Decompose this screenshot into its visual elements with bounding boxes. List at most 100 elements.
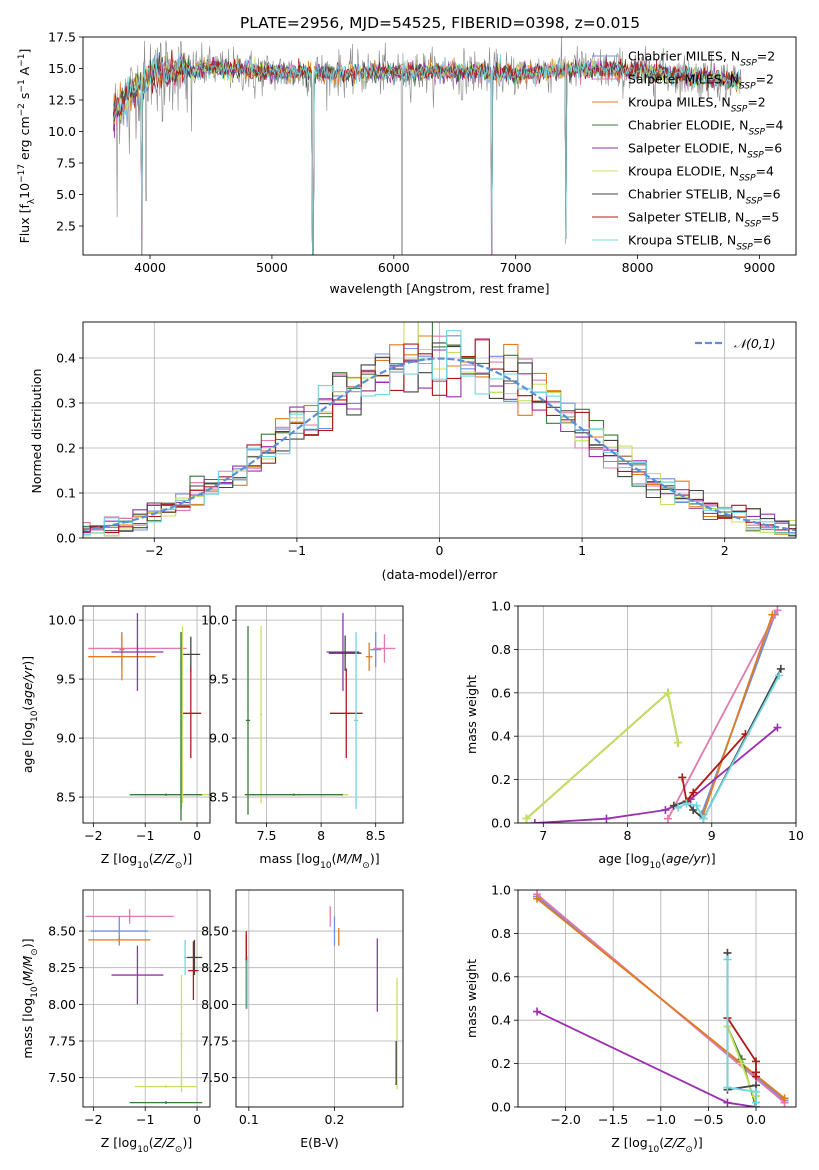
label-part: )] bbox=[370, 851, 380, 866]
spectrum-model-line bbox=[113, 49, 741, 255]
x-tick-label: 7 bbox=[539, 828, 547, 843]
weight-point-marker bbox=[522, 814, 531, 823]
x-tick-label: 8 bbox=[624, 828, 632, 843]
x-tick-label: −0.5 bbox=[693, 1112, 723, 1127]
weight-point-marker bbox=[678, 773, 687, 782]
label-part: s bbox=[17, 93, 32, 104]
x-tick-label: 4000 bbox=[134, 260, 166, 275]
y-tick-label: 0.2 bbox=[491, 772, 511, 787]
y-tick-label: 8.00 bbox=[48, 997, 76, 1012]
weight-point-marker bbox=[773, 723, 782, 732]
x-tick-label: 0.0 bbox=[746, 1112, 766, 1127]
legend-ssp-subscript: SSP bbox=[736, 243, 753, 253]
x-axis-label: (data-model)/error bbox=[382, 567, 499, 582]
weight-point-marker bbox=[689, 788, 698, 797]
y-tick-label: 0.8 bbox=[491, 926, 511, 941]
label-part: mass [log bbox=[20, 998, 35, 1059]
label-part: ] bbox=[17, 49, 32, 54]
x-tick-label: 1 bbox=[578, 543, 586, 558]
normal-reference-curve bbox=[83, 357, 796, 532]
legend-ssp-subscript: SSP bbox=[748, 128, 765, 138]
y-axis-label: age [log10(age/yr)] bbox=[20, 656, 40, 773]
legend-label: Chabrier STELIB, NSSP=6 bbox=[628, 187, 781, 207]
y-tick-label: 7.50 bbox=[201, 1070, 229, 1085]
y-tick-label: 0.8 bbox=[491, 642, 511, 657]
y-tick-label: 0.0 bbox=[491, 816, 511, 831]
x-tick-label: 8000 bbox=[622, 260, 654, 275]
legend-label: Chabrier ELODIE, NSSP=4 bbox=[628, 118, 783, 138]
weight-point-marker bbox=[602, 814, 611, 823]
label-part: 10 bbox=[137, 861, 149, 871]
label-part: )] bbox=[693, 1135, 703, 1150]
x-tick-label: −2 bbox=[145, 543, 163, 558]
x-tick-label: 9 bbox=[708, 828, 716, 843]
label-part: )] bbox=[182, 851, 192, 866]
y-tick-label: 10.0 bbox=[48, 124, 76, 139]
legend-ssp-subscript: SSP bbox=[739, 174, 756, 184]
panel-5: −2 −1 07.507.758.008.258.50Z [log10(Z/Z⊙)]… bbox=[20, 889, 211, 1155]
y-tick-label: 8.25 bbox=[201, 960, 229, 975]
x-tick-label: 2 bbox=[721, 543, 729, 558]
weight-point-marker bbox=[533, 894, 542, 903]
x-tick-label: 5000 bbox=[256, 260, 288, 275]
panel-0: 4000 5000 6000 7000 8000 9000 2.5 5.0 7.5 10.0 12.… bbox=[17, 14, 797, 296]
label-part: ( bbox=[149, 1135, 154, 1150]
label-part: M/M bbox=[337, 851, 363, 866]
label-part: M/M bbox=[20, 955, 35, 981]
panel-7: −2.0 −1.5 −1.0 −0.5 0.0 0.0 0.2 0.4 0.6 0.8 1.0 Z [… bbox=[464, 883, 797, 1155]
y-tick-label: 7.5 bbox=[56, 156, 76, 171]
x-tick-label: 0.1 bbox=[239, 1112, 259, 1127]
legend-ssp-count: =2 bbox=[747, 95, 765, 110]
weight-series-line bbox=[525, 691, 679, 820]
x-axis-label: E(B-V) bbox=[300, 1135, 339, 1150]
weight-point-marker bbox=[669, 801, 678, 810]
axes-frame bbox=[517, 605, 797, 824]
weight-point-marker bbox=[661, 805, 670, 814]
plot-area bbox=[518, 606, 796, 823]
histogram-step-line bbox=[83, 330, 796, 535]
y-tick-label: 9.5 bbox=[56, 672, 76, 687]
y-tick-label: 8.50 bbox=[48, 924, 76, 939]
label-part: ⊙ bbox=[175, 861, 183, 871]
y-tick-label: 0.3 bbox=[56, 396, 76, 411]
label-part: )] bbox=[182, 1135, 192, 1150]
legend-series-name: Salpeter ELODIE, N bbox=[628, 141, 747, 156]
y-tick-label: 7.50 bbox=[48, 1070, 76, 1085]
histogram-step-line bbox=[83, 335, 796, 536]
y-tick-label: 0.2 bbox=[56, 441, 76, 456]
x-tick-label: 6000 bbox=[378, 260, 410, 275]
weight-point-marker bbox=[530, 819, 539, 823]
y-tick-label: 8.00 bbox=[201, 997, 229, 1012]
label-part: λ bbox=[27, 198, 37, 204]
weight-point-marker bbox=[533, 1007, 542, 1016]
legend-label: Kroupa ELODIE, NSSP=4 bbox=[628, 164, 774, 184]
y-tick-label: 8.5 bbox=[209, 790, 229, 805]
label-part: −2 bbox=[17, 103, 27, 116]
label-part: age [log bbox=[598, 851, 649, 866]
legend-ssp-subscript: SSP bbox=[740, 59, 757, 69]
plot-area bbox=[518, 890, 796, 1107]
label-part: ( bbox=[20, 706, 35, 711]
label-part: ⊙ bbox=[362, 861, 370, 871]
weight-series-line bbox=[525, 691, 679, 820]
label-part: Z/Z bbox=[153, 1135, 176, 1150]
axes-frame bbox=[235, 889, 404, 1108]
label-part: )] bbox=[20, 656, 35, 666]
legend-ssp-count: =6 bbox=[753, 233, 771, 248]
weight-point-marker bbox=[682, 799, 691, 808]
label-part: Z [log bbox=[101, 851, 137, 866]
label-part: 10 bbox=[648, 1145, 660, 1155]
weight-series-line bbox=[681, 733, 747, 804]
histogram-step-line bbox=[83, 339, 796, 534]
axes-frame bbox=[517, 889, 797, 1108]
x-tick-label: −1 bbox=[288, 543, 306, 558]
label-part: ( bbox=[661, 851, 666, 866]
y-tick-label: 8.25 bbox=[48, 960, 76, 975]
label-part: −1 bbox=[17, 54, 27, 67]
legend-series-name: Chabrier MILES, N bbox=[628, 49, 740, 64]
weight-series-line bbox=[534, 726, 779, 823]
weight-series-line bbox=[726, 952, 757, 1103]
label-part: ⊙ bbox=[175, 1145, 183, 1155]
